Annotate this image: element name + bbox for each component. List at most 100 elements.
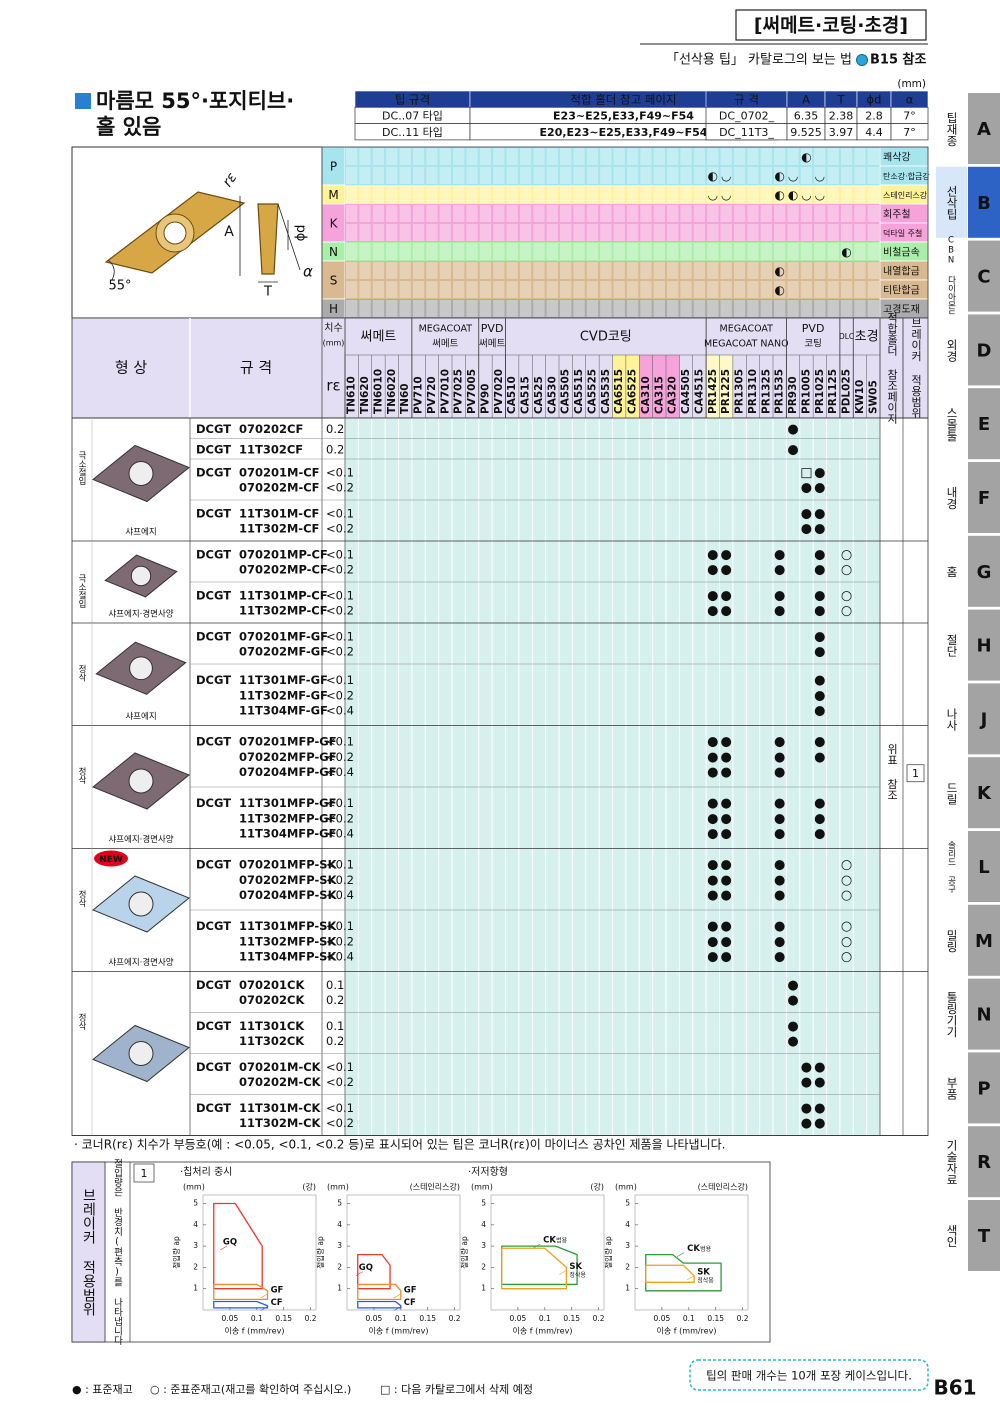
- material-cell: [453, 148, 465, 165]
- tab-letter: J: [979, 709, 988, 730]
- material-cell: [626, 300, 639, 317]
- tab-label-bg: [936, 757, 967, 829]
- table-header: 규 격: [734, 93, 759, 107]
- stock-mark: ●: [707, 734, 718, 749]
- material-cell: [453, 243, 465, 260]
- stock-mark: ●: [787, 422, 798, 437]
- material-cell: [640, 262, 652, 279]
- stock-mark: ●: [814, 1116, 825, 1131]
- suitability-mark: ◡: [708, 188, 718, 202]
- material-cell: [613, 224, 625, 241]
- material-cell: [840, 281, 853, 298]
- section-tab[interactable]: CBN 다이아몬드 C: [936, 235, 1000, 318]
- material-cell: [479, 148, 492, 165]
- stock-mark: ●: [774, 765, 785, 780]
- stock-mark: ●: [774, 934, 785, 949]
- section-tab[interactable]: 스몰툴 E: [936, 388, 1000, 460]
- section-tab[interactable]: 밀링 M: [936, 904, 1000, 976]
- section-tab[interactable]: 내경 F: [936, 462, 1000, 533]
- material-cell: [867, 224, 879, 241]
- tab-letter-box: [968, 462, 1000, 533]
- insert-photo-hole: [128, 891, 154, 917]
- grade-code: TN60: [399, 383, 411, 414]
- material-cell: [519, 167, 532, 184]
- stock-mark: ●: [801, 1075, 812, 1090]
- section-tab[interactable]: 외경 D: [936, 314, 1000, 386]
- tab-label: CBN 다이아몬드: [946, 235, 956, 318]
- spec-code: 070201MFP-SK: [239, 857, 338, 871]
- tab-label: 툴링기기: [945, 992, 959, 1038]
- material-cell: [867, 262, 879, 279]
- material-cell: [840, 300, 853, 317]
- material-cell: [372, 224, 385, 241]
- spec-code: 070201MP-CF: [239, 547, 328, 561]
- corner-radius: <0.1: [326, 465, 354, 479]
- region-label: CK: [543, 1236, 556, 1246]
- material-cell: [707, 205, 719, 222]
- material-cell: [586, 167, 599, 184]
- header-shape: 형 상: [115, 359, 148, 377]
- material-cell: [412, 300, 425, 317]
- suitability-mark: ◐: [708, 169, 718, 183]
- material-cell: [426, 148, 438, 165]
- section-tab[interactable]: 팁재종 A: [936, 93, 1000, 164]
- material-cell: [426, 205, 438, 222]
- material-cell: [733, 243, 746, 260]
- material-cell: [867, 186, 879, 203]
- section-tab[interactable]: 부품 P: [936, 1052, 1000, 1124]
- stock-mark: ●: [774, 919, 785, 934]
- material-cell: [346, 224, 358, 241]
- material-cell: [466, 224, 478, 241]
- section-tab[interactable]: 선삭팁 B: [936, 166, 1000, 238]
- stock-mark: ●: [774, 588, 785, 603]
- unit-label: (mm): [897, 78, 926, 90]
- material-cell: [867, 281, 879, 298]
- section-tab[interactable]: 기술자료 R: [936, 1126, 1000, 1198]
- material-cell: [426, 262, 438, 279]
- grade-code: KW10: [854, 380, 866, 414]
- tab-letter-box: [968, 904, 1000, 976]
- material-cell: [560, 167, 572, 184]
- section-tab[interactable]: 나사 J: [936, 683, 1000, 755]
- spec-prefix: DCGT: [196, 547, 231, 561]
- grade-code: PV7020: [493, 369, 505, 414]
- material-cell: [667, 205, 679, 222]
- material-cell: [653, 243, 665, 260]
- chart-ylabel: 절입량 ap: [460, 1236, 469, 1269]
- spec-code: 11T301M-CK: [239, 1101, 322, 1115]
- spec-prefix: DCGT: [196, 588, 231, 602]
- material-cell: [412, 148, 425, 165]
- material-cell: [774, 262, 786, 279]
- table-cell-text: 2.8: [865, 109, 883, 122]
- section-tab[interactable]: 툴링기기 N: [936, 978, 1000, 1050]
- group-name: DLC: [839, 332, 854, 341]
- material-cell: [720, 148, 732, 165]
- grade-code: TN610: [346, 376, 358, 414]
- material-cell: [479, 281, 492, 298]
- diagram-label: T: [263, 285, 272, 300]
- stock-mark: ●: [721, 604, 732, 619]
- material-cell: [506, 205, 518, 222]
- section-tab[interactable]: 색인 T: [936, 1200, 1000, 1271]
- material-cell: [613, 281, 625, 298]
- material-cell: [506, 186, 518, 203]
- material-cell: [372, 186, 385, 203]
- chart-xlabel: 이송 f (mm/rev): [225, 1326, 285, 1336]
- stock-mark: ●: [814, 673, 825, 688]
- suitability-mark: ◐: [774, 283, 784, 297]
- material-cell: [533, 262, 545, 279]
- material-cell: [493, 243, 505, 260]
- y-tick-label: 4: [337, 1220, 342, 1229]
- y-tick-label: 3: [481, 1241, 486, 1250]
- stock-mark: ●: [774, 547, 785, 562]
- suitability-mark: ◐: [774, 264, 784, 278]
- material-cell: [720, 224, 732, 241]
- section-tab[interactable]: 드릴 K: [936, 757, 1000, 829]
- tab-letter-box: [968, 1052, 1000, 1124]
- section-tab[interactable]: 절단 H: [936, 609, 1000, 681]
- section-tab[interactable]: 솔리드 공구 L: [936, 831, 1000, 902]
- stock-mark: ●: [707, 873, 718, 888]
- chart-unit: (mm): [183, 1183, 205, 1192]
- material-cell: [533, 243, 545, 260]
